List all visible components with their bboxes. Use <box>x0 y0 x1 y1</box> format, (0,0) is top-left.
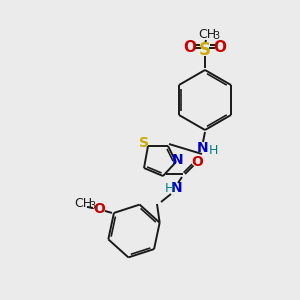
Text: O: O <box>93 202 105 216</box>
Text: N: N <box>172 153 184 167</box>
Text: CH: CH <box>198 28 216 40</box>
Text: O: O <box>214 40 226 55</box>
Text: S: S <box>139 136 149 150</box>
Text: S: S <box>199 41 211 59</box>
Text: H: H <box>208 143 218 157</box>
Text: H: H <box>164 182 174 196</box>
Text: CH: CH <box>74 197 92 210</box>
Text: O: O <box>184 40 196 55</box>
Text: N: N <box>197 141 209 155</box>
Text: 3: 3 <box>89 201 95 211</box>
Text: O: O <box>191 155 203 169</box>
Text: N: N <box>171 181 183 195</box>
Text: 3: 3 <box>213 31 219 41</box>
